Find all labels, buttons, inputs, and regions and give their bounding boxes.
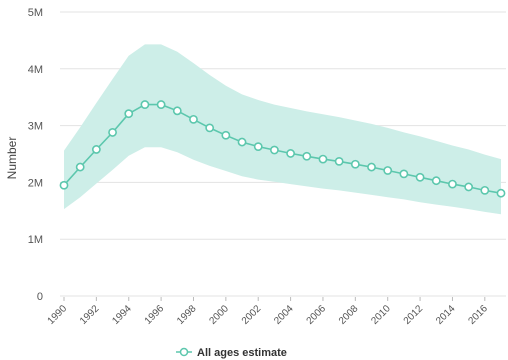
data-point[interactable] <box>156 100 166 109</box>
x-axis-ticks: 1990 1992 1994 1996 1998 2000 2002 2004 2006 2008… <box>46 297 490 327</box>
data-point[interactable] <box>350 159 360 169</box>
y-tick-label: 3M <box>28 121 43 133</box>
data-point[interactable] <box>237 137 247 147</box>
x-tick-label: 2012 <box>402 303 426 327</box>
data-point[interactable] <box>302 151 312 161</box>
data-point[interactable] <box>318 154 328 164</box>
uncertainty-band <box>64 44 501 215</box>
data-point[interactable] <box>480 185 490 195</box>
data-point[interactable] <box>367 162 376 172</box>
x-tick-label: 2004 <box>272 303 296 327</box>
y-axis-ticks: 0 1M 2M 3M 4M 5M <box>28 7 43 303</box>
x-tick-label: 2016 <box>466 303 490 327</box>
series-line <box>63 103 502 194</box>
x-tick-label: 2010 <box>369 303 393 327</box>
data-point[interactable] <box>334 156 344 166</box>
y-tick-label: 5M <box>28 7 43 19</box>
data-point[interactable] <box>448 179 457 189</box>
data-point[interactable] <box>189 114 198 124</box>
data-point[interactable] <box>108 128 117 137</box>
data-point[interactable] <box>464 182 474 192</box>
data-point[interactable] <box>75 162 85 172</box>
x-tick-label: 1996 <box>143 303 167 327</box>
data-point[interactable] <box>253 142 263 152</box>
x-tick-label: 1994 <box>110 303 134 327</box>
data-point[interactable] <box>124 109 134 119</box>
y-tick-label: 1M <box>28 234 43 246</box>
data-point[interactable] <box>205 123 215 133</box>
data-point[interactable] <box>496 188 506 198</box>
data-point[interactable] <box>270 145 279 155</box>
legend-marker-icon <box>179 347 189 357</box>
y-tick-label: 0 <box>37 291 43 303</box>
uncertainty-band-group <box>64 44 501 215</box>
data-point[interactable] <box>383 166 393 175</box>
data-point[interactable] <box>286 149 295 158</box>
legend-label: All ages estimate <box>197 347 287 359</box>
y-axis-label: Number <box>5 137 19 180</box>
legend[interactable]: All ages estimate <box>176 347 287 359</box>
x-tick-label: 1998 <box>175 303 199 327</box>
x-tick-label: 2000 <box>207 303 231 327</box>
x-tick-label: 2002 <box>240 303 264 327</box>
y-tick-label: 4M <box>28 64 43 76</box>
data-point[interactable] <box>140 100 150 109</box>
data-point[interactable] <box>91 145 101 154</box>
data-point[interactable] <box>172 106 182 116</box>
data-point[interactable] <box>415 172 425 182</box>
x-tick-label: 1992 <box>78 303 102 327</box>
data-point[interactable] <box>221 130 231 140</box>
series-line-group <box>63 103 502 194</box>
data-points-group <box>59 100 506 198</box>
x-tick-label: 2006 <box>305 303 329 327</box>
y-tick-label: 2M <box>28 177 43 189</box>
x-tick-label: 2008 <box>337 303 361 327</box>
data-point[interactable] <box>431 176 441 186</box>
data-point[interactable] <box>399 169 409 179</box>
x-tick-label: 2014 <box>434 303 458 327</box>
x-tick-label: 1990 <box>46 303 70 327</box>
data-point[interactable] <box>59 180 69 190</box>
